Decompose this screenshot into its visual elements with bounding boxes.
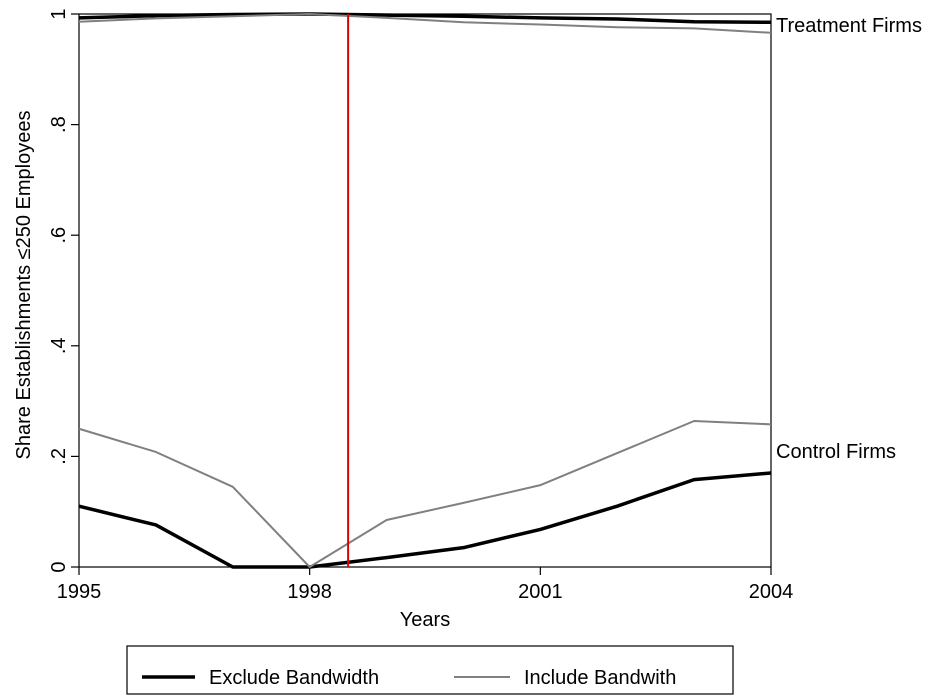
annotation-treatment-firms: Treatment Firms — [776, 15, 922, 37]
x-tick-label: 1995 — [57, 581, 102, 603]
legend-box — [126, 645, 734, 695]
y-tick-label: .2 — [48, 448, 70, 465]
x-tick-label: 2004 — [749, 581, 794, 603]
legend: Exclude Bandwidth Include Bandwith — [126, 645, 734, 695]
y-tick-label: .4 — [48, 337, 70, 354]
x-axis-title: Years — [400, 609, 450, 631]
plot-area-frame — [78, 13, 772, 568]
y-tick-label: 1 — [48, 8, 70, 19]
legend-label-exclude-bandwidth: Exclude Bandwidth — [209, 667, 379, 689]
x-tick-label: 2001 — [518, 581, 563, 603]
y-tick-label: .8 — [48, 116, 70, 133]
series-line-control-firms-include-bandwith — [78, 420, 772, 568]
x-axis: 1995 1998 2001 2004 — [57, 567, 794, 603]
y-tick-label: 0 — [48, 561, 70, 572]
y-axis-title: Share Establishments ≤250 Employees — [13, 111, 35, 460]
series-line-treatment-firms-include-bandwith — [78, 13, 772, 34]
y-axis: 0 .2 .4 .6 .8 1 — [48, 8, 79, 573]
x-tick-label: 1998 — [287, 581, 332, 603]
y-tick-label: .6 — [48, 227, 70, 244]
legend-label-include-bandwith: Include Bandwith — [524, 667, 676, 689]
series-layer — [78, 12, 772, 569]
series-line-treatment-firms-exclude-bandwidth — [78, 12, 772, 25]
annotation-control-firms: Control Firms — [776, 441, 896, 463]
series-line-control-firms-exclude-bandwidth — [78, 471, 772, 569]
